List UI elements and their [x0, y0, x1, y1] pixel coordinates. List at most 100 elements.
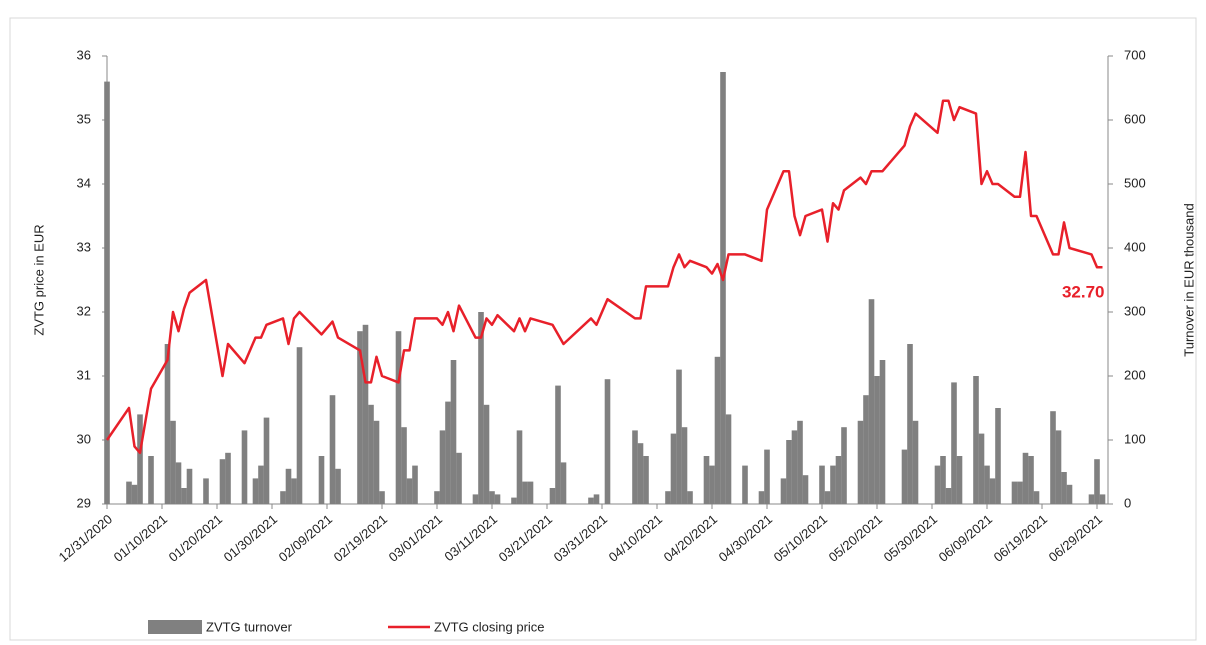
bar [478, 312, 484, 504]
bar [912, 420, 919, 504]
bar [527, 481, 534, 504]
y-tick-label: 30 [77, 431, 91, 446]
bar [483, 404, 490, 504]
y-tick-label: 34 [77, 175, 91, 190]
bar [280, 491, 286, 504]
bar [824, 491, 831, 504]
y-tick-label: 35 [77, 111, 91, 126]
bar [676, 369, 682, 504]
bar [1088, 494, 1095, 504]
bar [901, 449, 908, 504]
bar [841, 427, 847, 504]
bar [164, 344, 171, 504]
bar [868, 299, 875, 504]
bar [874, 376, 880, 504]
bar [126, 481, 132, 504]
bar [1011, 481, 1018, 504]
bar [857, 420, 864, 504]
bar [181, 488, 187, 504]
bar [291, 478, 297, 504]
y2-tick-label: 700 [1124, 47, 1146, 62]
bar [258, 465, 264, 504]
bar [643, 456, 649, 504]
bar [395, 331, 402, 504]
bar [945, 488, 952, 504]
y-tick-label: 36 [77, 47, 91, 62]
bar [995, 408, 1001, 504]
bar [252, 478, 259, 504]
bar [285, 468, 292, 504]
y2-tick-label: 100 [1124, 431, 1146, 446]
bar [637, 443, 644, 504]
bar [406, 478, 413, 504]
bar [714, 356, 721, 504]
bar [1017, 481, 1023, 504]
legend-swatch [148, 620, 202, 634]
bar [362, 324, 369, 504]
bar [742, 465, 748, 504]
bar [1028, 456, 1034, 504]
bar [318, 456, 325, 504]
bar [1050, 411, 1056, 504]
bar [450, 360, 457, 504]
bar [670, 433, 677, 504]
bar [879, 360, 886, 504]
bar [412, 465, 418, 504]
y-tick-label: 31 [77, 367, 91, 382]
bar [1066, 484, 1073, 504]
bar [797, 420, 803, 504]
frame [9, 17, 1197, 641]
bar [368, 404, 374, 504]
bar [984, 465, 990, 504]
bar [148, 456, 154, 504]
bar [241, 430, 248, 504]
bar [489, 491, 495, 504]
bar [956, 456, 963, 504]
bar [555, 385, 561, 504]
bar [687, 491, 693, 504]
y-tick-label: 33 [77, 239, 91, 254]
bar [296, 347, 303, 504]
bar [329, 395, 336, 504]
bar [940, 456, 946, 504]
bar [456, 452, 462, 504]
y-tick-label: 29 [77, 495, 91, 510]
y2-tick-label: 300 [1124, 303, 1146, 318]
bar [219, 459, 226, 504]
bar [934, 465, 941, 504]
y-axis-title: ZVTG price in EUR [31, 224, 46, 335]
bar [632, 430, 638, 504]
bar [401, 427, 407, 504]
bar [357, 331, 363, 504]
bar [989, 478, 996, 504]
bar [203, 478, 209, 504]
bar [758, 491, 765, 504]
bar [835, 456, 842, 504]
bar [175, 462, 182, 504]
bar [522, 481, 528, 504]
bar [973, 376, 979, 504]
bar [472, 494, 479, 504]
bar [830, 465, 836, 504]
bar [665, 491, 671, 504]
bar [373, 420, 380, 504]
bar [131, 484, 138, 504]
y2-tick-label: 400 [1124, 239, 1146, 254]
bar [335, 468, 341, 504]
y2-tick-label: 500 [1124, 175, 1146, 190]
bar [560, 462, 567, 504]
bar [1033, 491, 1040, 504]
bar [549, 488, 556, 504]
bar [1055, 430, 1062, 504]
bar [604, 379, 611, 504]
y2-tick-label: 200 [1124, 367, 1146, 382]
bar [1061, 472, 1067, 504]
bar [379, 491, 385, 504]
y2-axis-title: Turnover in EUR thousand [1181, 203, 1196, 356]
bar [802, 475, 809, 504]
bar [725, 414, 732, 504]
bar [439, 430, 446, 504]
bar [791, 430, 798, 504]
bar [951, 382, 957, 504]
